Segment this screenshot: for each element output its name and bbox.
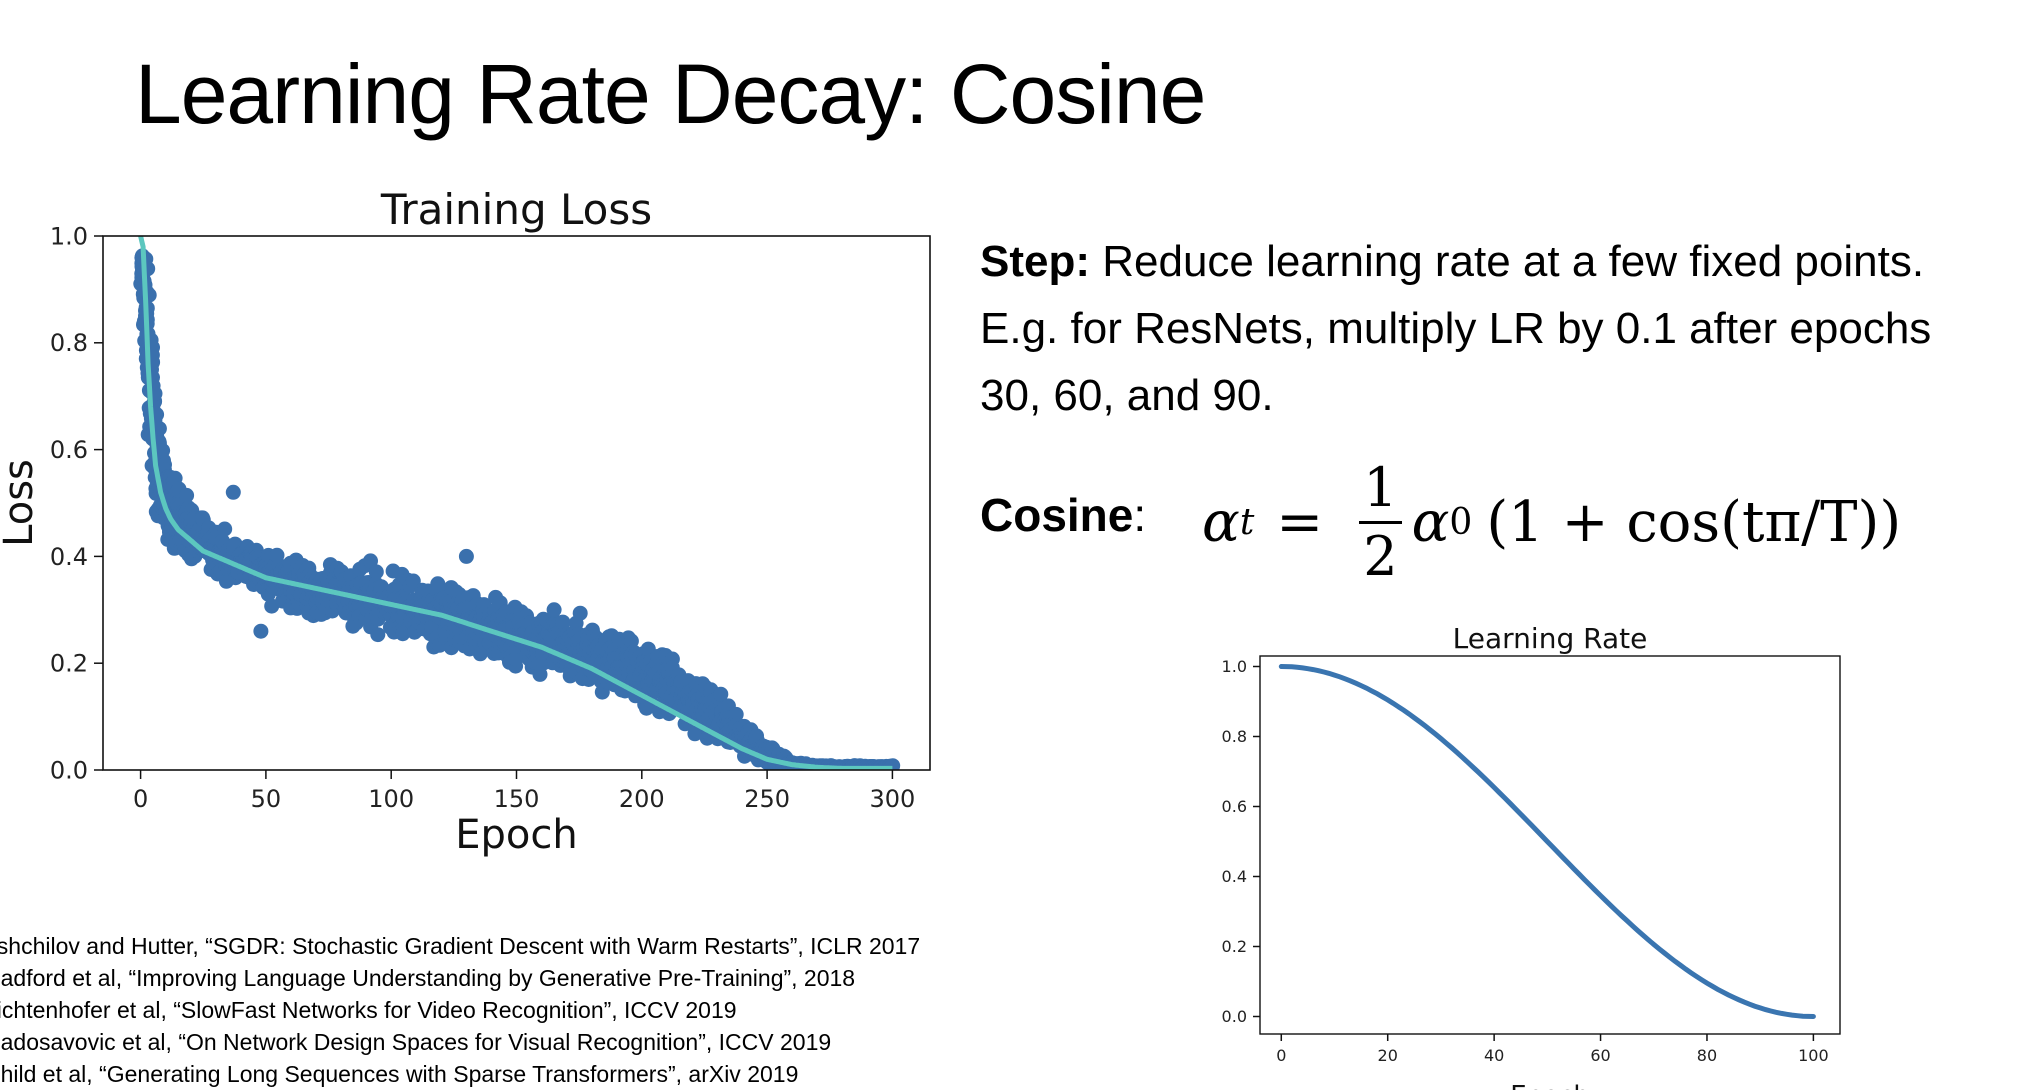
loss-scatter-point xyxy=(151,421,167,437)
step-text-1: Reduce learning rate at a few fixed poin… xyxy=(1090,237,1925,286)
slide-title-sub: Cosine xyxy=(949,47,1206,141)
loss-x-tick-label: 100 xyxy=(368,785,414,813)
slide-title-main: Learning Rate Decay xyxy=(135,47,906,141)
loss-y-tick-label: 0.4 xyxy=(50,543,88,571)
lr-y-tick-label: 0.6 xyxy=(1222,797,1247,816)
formula-equals: = xyxy=(1276,489,1324,555)
lr-plot-frame xyxy=(1259,655,1841,1035)
loss-x-tick-label: 300 xyxy=(870,785,916,813)
formula-lhs: α xyxy=(1202,489,1240,555)
references: oshchilov and Hutter, “SGDR: Stochastic … xyxy=(0,930,920,1090)
lr-y-tick-label: 0.4 xyxy=(1222,867,1247,886)
lr-x-tick-label: 100 xyxy=(1798,1046,1829,1065)
step-line-2: E.g. for ResNets, multiply LR by 0.1 aft… xyxy=(980,304,1932,353)
lr-x-tick-label: 20 xyxy=(1378,1046,1398,1065)
loss-x-tick-label: 250 xyxy=(744,785,790,813)
loss-x-tick-label: 150 xyxy=(494,785,540,813)
lr-y-tick-label: 0.0 xyxy=(1222,1007,1247,1026)
loss-scatter-point xyxy=(546,602,562,618)
loss-scatter-point xyxy=(713,686,729,702)
reference-item: Radford et al, “Improving Language Under… xyxy=(0,965,856,991)
step-description: Step: Reduce learning rate at a few fixe… xyxy=(980,228,2020,429)
loss-title: Training Loss xyxy=(380,185,652,234)
loss-scatter-point xyxy=(179,487,195,503)
lr-x-tick-label: 80 xyxy=(1697,1046,1717,1065)
slide-title-separator: : xyxy=(905,47,950,141)
reference-item: eichtenhofer et al, “SlowFast Networks f… xyxy=(0,997,737,1023)
loss-scatter-point xyxy=(458,548,474,564)
loss-y-tick-label: 1.0 xyxy=(50,222,88,250)
lr-line xyxy=(1278,664,1816,1019)
loss-scatter-point xyxy=(217,521,233,537)
loss-scatter-point xyxy=(368,564,384,580)
training-loss-chart: Training Loss 0 50 100 150 200 250 300 0.0 0.2 0.4… xyxy=(0,185,931,858)
loss-y-tick-label: 0.2 xyxy=(50,650,88,678)
loss-scatter-point xyxy=(370,627,386,643)
loss-x-axis-label: Epoch xyxy=(455,812,577,858)
formula-denominator: 2 xyxy=(1363,524,1398,588)
lr-title: Learning Rate xyxy=(1453,622,1648,655)
loss-y-tick-label: 0.6 xyxy=(50,436,88,464)
formula-lhs-sub: t xyxy=(1239,501,1255,543)
step-label: Step: xyxy=(980,237,1090,286)
loss-scatter-point xyxy=(363,553,378,569)
cosine-label: Cosine: xyxy=(980,488,1146,542)
fraction-bar xyxy=(1359,520,1402,524)
loss-plot-area xyxy=(133,236,901,770)
formula-fraction: 1 2 xyxy=(1359,455,1402,588)
step-line-3: 30, 60, and 90. xyxy=(980,371,1274,420)
loss-scatter-point xyxy=(728,706,744,722)
loss-plot-frame xyxy=(102,235,931,771)
loss-y-tick-label: 0.0 xyxy=(50,756,88,784)
lr-y-tick-label: 0.2 xyxy=(1222,937,1247,956)
loss-scatter-point xyxy=(555,614,571,630)
step-line-1: Step: Reduce learning rate at a few fixe… xyxy=(980,228,2020,295)
reference-item: Child et al, “Generating Long Sequences … xyxy=(0,1061,799,1087)
lr-x-tick-label: 40 xyxy=(1484,1046,1504,1065)
cosine-label-text: Cosine xyxy=(980,489,1134,541)
lr-x-axis-label: Epoch xyxy=(1510,1081,1590,1090)
formula-alpha0: α xyxy=(1411,489,1450,555)
loss-scatter-point xyxy=(572,605,588,621)
formula-alpha0-sub: 0 xyxy=(1449,501,1473,543)
lr-x-tick-label: 60 xyxy=(1590,1046,1610,1065)
formula-rest: (1 + cos(tπ/T)) xyxy=(1486,489,1902,555)
lr-x-tick-label: 0 xyxy=(1276,1046,1286,1065)
reference-item: Radosavovic et al, “On Network Design Sp… xyxy=(0,1029,832,1055)
loss-smoothed-line xyxy=(138,236,894,770)
reference-item: oshchilov and Hutter, “SGDR: Stochastic … xyxy=(0,933,921,959)
loss-y-tick-label: 0.8 xyxy=(50,329,88,357)
loss-scatter-point xyxy=(253,623,269,639)
lr-y-tick-label: 0.8 xyxy=(1222,727,1247,746)
lr-y-tick-label: 1.0 xyxy=(1222,657,1247,676)
slide-title: Learning Rate Decay: Cosine xyxy=(135,52,1206,136)
loss-y-axis-label: Loss xyxy=(0,459,42,547)
loss-x-tick-label: 200 xyxy=(619,785,665,813)
learning-rate-chart: Learning Rate 0 20 40 60 80 100 0.0 0.2 0.4 0.6 0.8… xyxy=(1222,622,1841,1090)
loss-x-tick-label: 0 xyxy=(133,785,148,813)
formula-numerator: 1 xyxy=(1363,455,1398,519)
loss-x-tick-label: 50 xyxy=(251,785,282,813)
loss-scatter-point xyxy=(225,484,241,500)
cosine-label-colon: : xyxy=(1133,489,1147,541)
